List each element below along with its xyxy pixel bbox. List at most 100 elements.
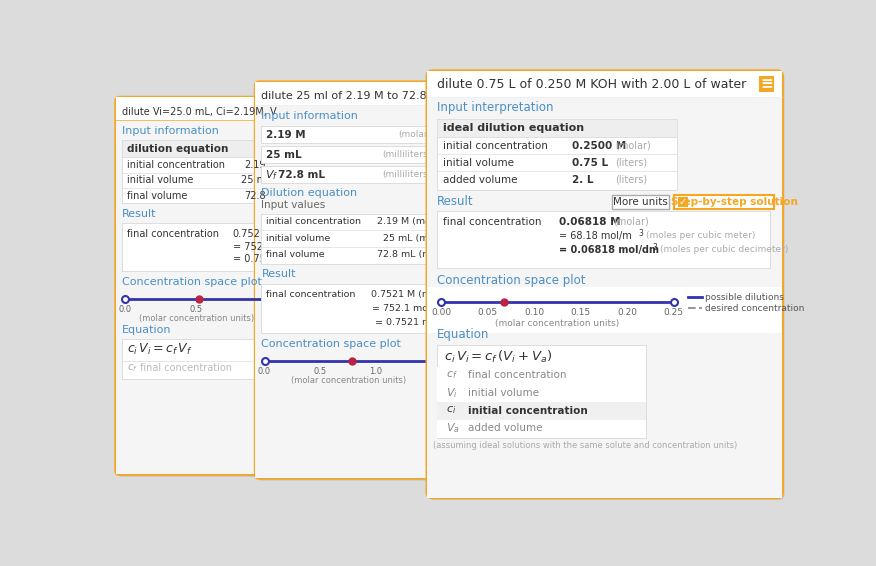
Text: Input values: Input values xyxy=(261,200,326,210)
Text: (molar): (molar) xyxy=(613,217,649,227)
Text: = 752.1 mol: = 752.1 mol xyxy=(372,304,431,312)
Bar xyxy=(436,367,646,384)
Text: Input information: Input information xyxy=(261,111,358,121)
Bar xyxy=(436,211,770,268)
Bar xyxy=(436,402,646,420)
Text: 0.7521: 0.7521 xyxy=(232,229,266,239)
Bar xyxy=(436,420,646,438)
Text: initial volume: initial volume xyxy=(266,234,330,243)
Text: initial concentration: initial concentration xyxy=(126,160,224,170)
Text: 2. L: 2. L xyxy=(572,174,594,185)
Bar xyxy=(122,339,271,379)
Text: dilute 0.75 L of 0.250 M KOH with 2.00 L of water: dilute 0.75 L of 0.250 M KOH with 2.00 L… xyxy=(436,78,745,91)
Text: (molar concentration units): (molar concentration units) xyxy=(291,376,406,385)
Bar xyxy=(759,76,774,92)
Bar xyxy=(678,198,688,207)
Text: (milliliters): (milliliters) xyxy=(382,151,431,160)
Text: added volume: added volume xyxy=(468,423,542,434)
Text: = 0.7521 m: = 0.7521 m xyxy=(375,318,431,327)
Bar xyxy=(261,214,435,264)
Text: ideal dilution equation: ideal dilution equation xyxy=(442,123,584,133)
Text: 0.0: 0.0 xyxy=(118,305,131,314)
Text: 0.06818 M: 0.06818 M xyxy=(559,217,620,227)
FancyBboxPatch shape xyxy=(118,100,279,477)
Text: = 752.: = 752. xyxy=(233,242,266,251)
FancyBboxPatch shape xyxy=(258,84,443,481)
Text: final volume: final volume xyxy=(126,191,187,201)
Text: (molar concentration units): (molar concentration units) xyxy=(495,319,619,328)
Text: (assuming ideal solutions with the same solute and concentration units): (assuming ideal solutions with the same … xyxy=(434,441,738,450)
Text: 0.2500 M: 0.2500 M xyxy=(572,141,626,151)
Text: 0.05: 0.05 xyxy=(477,308,498,318)
Text: dilute 25 ml of 2.19 M to 72.8 ml: dilute 25 ml of 2.19 M to 72.8 ml xyxy=(261,92,445,101)
Text: 25 m: 25 m xyxy=(241,175,266,185)
Bar xyxy=(122,140,271,203)
Text: (moles per cubic decimeter): (moles per cubic decimeter) xyxy=(660,245,788,254)
FancyBboxPatch shape xyxy=(427,71,782,498)
Text: (moles per cubic meter): (moles per cubic meter) xyxy=(646,231,755,241)
Bar xyxy=(436,384,646,402)
Text: added volume: added volume xyxy=(442,174,517,185)
Text: initial volume: initial volume xyxy=(442,157,513,168)
Text: $c_f$: $c_f$ xyxy=(446,369,457,381)
Bar xyxy=(436,345,646,438)
Bar xyxy=(261,126,435,143)
Text: Equation: Equation xyxy=(122,325,172,335)
Text: (molar): (molar) xyxy=(398,130,431,139)
Bar xyxy=(427,71,782,97)
Text: Result: Result xyxy=(261,269,296,279)
Bar xyxy=(436,119,677,190)
Text: 0.00: 0.00 xyxy=(431,308,451,318)
Bar xyxy=(427,286,782,333)
Bar xyxy=(611,195,669,209)
Bar xyxy=(122,224,271,271)
Text: 1.5: 1.5 xyxy=(426,367,439,376)
Text: $c_i\,V_i = c_f\,(V_i + V_a)$: $c_i\,V_i = c_f\,(V_i + V_a)$ xyxy=(444,349,553,366)
Text: Dilution equation: Dilution equation xyxy=(261,188,357,198)
Text: 3: 3 xyxy=(638,229,643,238)
Text: Input information: Input information xyxy=(122,126,219,136)
Text: $V_a$: $V_a$ xyxy=(446,421,460,435)
Text: final volume: final volume xyxy=(266,250,325,259)
Text: 0.25: 0.25 xyxy=(664,308,683,318)
FancyBboxPatch shape xyxy=(429,74,785,500)
Text: Step-by-step solution: Step-by-step solution xyxy=(671,197,797,207)
Text: 1.0: 1.0 xyxy=(261,305,274,314)
Text: $V_i$: $V_i$ xyxy=(446,386,457,400)
Bar xyxy=(427,97,782,498)
Bar xyxy=(122,140,271,157)
Text: 72.8: 72.8 xyxy=(244,191,266,201)
Text: final concentration: final concentration xyxy=(140,363,232,373)
Text: $c_i$: $c_i$ xyxy=(446,405,456,417)
Text: 3: 3 xyxy=(652,243,657,252)
Bar xyxy=(261,147,435,164)
Text: = 0.06818 mol/dm: = 0.06818 mol/dm xyxy=(559,245,659,255)
Text: 2.19 M: 2.19 M xyxy=(266,130,306,140)
FancyBboxPatch shape xyxy=(255,82,442,478)
FancyBboxPatch shape xyxy=(116,97,277,474)
Bar xyxy=(255,82,442,105)
Text: desired concentration: desired concentration xyxy=(704,304,804,312)
Bar xyxy=(116,121,277,474)
Text: (liters): (liters) xyxy=(615,174,646,185)
Bar xyxy=(674,195,774,209)
Text: Result: Result xyxy=(122,209,157,219)
Text: 25 mL: 25 mL xyxy=(266,150,301,160)
Text: ≡: ≡ xyxy=(760,76,774,92)
Text: 0.20: 0.20 xyxy=(618,308,637,318)
Bar xyxy=(116,97,277,121)
Text: Input interpretation: Input interpretation xyxy=(436,101,553,114)
Bar xyxy=(261,166,435,183)
Text: More units: More units xyxy=(613,197,668,207)
Text: 25 mL (mi: 25 mL (mi xyxy=(383,234,431,243)
Bar xyxy=(255,105,442,478)
Text: final concentration: final concentration xyxy=(266,290,356,299)
Text: dilution equation: dilution equation xyxy=(126,144,228,154)
Text: (molar): (molar) xyxy=(615,141,651,151)
Text: Concentration space plot: Concentration space plot xyxy=(122,277,262,287)
Text: initial volume: initial volume xyxy=(468,388,539,398)
Bar xyxy=(436,119,677,137)
Text: 0.7521 M (m: 0.7521 M (m xyxy=(371,290,431,299)
Text: (molar concentration units): (molar concentration units) xyxy=(138,315,254,323)
Text: 0.0: 0.0 xyxy=(258,367,271,376)
